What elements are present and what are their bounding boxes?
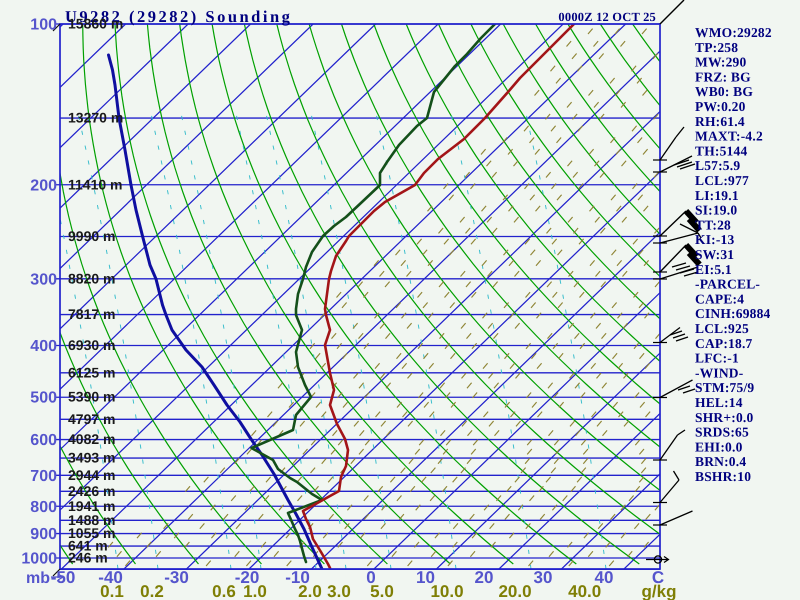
- svg-text:1055 m: 1055 m: [68, 525, 115, 541]
- svg-text:500: 500: [30, 390, 57, 407]
- svg-text:C: C: [652, 568, 664, 587]
- svg-text:-20: -20: [235, 568, 260, 587]
- svg-text:100: 100: [30, 17, 57, 34]
- svg-text:8820 m: 8820 m: [68, 270, 115, 286]
- svg-text:4797 m: 4797 m: [68, 411, 115, 427]
- svg-text:PW:0.20: PW:0.20: [695, 99, 746, 114]
- svg-text:641 m: 641 m: [68, 538, 108, 554]
- svg-text:5.0: 5.0: [370, 582, 394, 600]
- svg-text:g/kg: g/kg: [642, 582, 677, 600]
- svg-text:0.1: 0.1: [100, 582, 124, 600]
- svg-text:1941 m: 1941 m: [68, 498, 115, 514]
- svg-text:2944 m: 2944 m: [68, 467, 115, 483]
- svg-text:10.0: 10.0: [430, 582, 463, 600]
- svg-text:CAP:18.7: CAP:18.7: [695, 336, 753, 351]
- svg-text:400: 400: [30, 338, 57, 355]
- svg-text:HEL:14: HEL:14: [695, 395, 743, 410]
- svg-text:-PARCEL-: -PARCEL-: [695, 277, 760, 292]
- svg-text:10: 10: [416, 568, 435, 587]
- svg-text:1.0: 1.0: [243, 582, 267, 600]
- svg-text:STM:75/9: STM:75/9: [695, 380, 754, 395]
- svg-text:WB0: BG: WB0: BG: [695, 84, 753, 99]
- svg-text:-WIND-: -WIND-: [695, 365, 743, 380]
- svg-text:WMO:29282: WMO:29282: [695, 25, 772, 40]
- svg-text:0: 0: [366, 568, 375, 587]
- svg-text:800: 800: [30, 499, 57, 516]
- svg-text:7817 m: 7817 m: [68, 306, 115, 322]
- svg-text:20.0: 20.0: [498, 582, 531, 600]
- svg-text:KI:-13: KI:-13: [695, 232, 734, 247]
- svg-text:L57:5.9: L57:5.9: [695, 158, 740, 173]
- svg-text:9990 m: 9990 m: [68, 228, 115, 244]
- svg-text:MW:290: MW:290: [695, 55, 746, 70]
- svg-text:SI:19.0: SI:19.0: [695, 203, 737, 218]
- svg-text:BRN:0.4: BRN:0.4: [695, 454, 746, 469]
- svg-text:TT:28: TT:28: [695, 217, 731, 232]
- svg-text:40.0: 40.0: [568, 582, 601, 600]
- svg-text:13270 m: 13270 m: [68, 110, 123, 126]
- svg-text:246 m: 246 m: [68, 550, 108, 566]
- svg-text:LFC:-1: LFC:-1: [695, 351, 739, 366]
- svg-text:6125 m: 6125 m: [68, 364, 115, 380]
- svg-text:-40: -40: [98, 568, 123, 587]
- svg-text:30: 30: [534, 568, 553, 587]
- svg-text:EHI:0.0: EHI:0.0: [695, 439, 743, 454]
- svg-text:mb: mb: [26, 570, 50, 587]
- svg-text:SW:31: SW:31: [695, 247, 734, 262]
- svg-text:-30: -30: [164, 568, 189, 587]
- svg-text:3.0: 3.0: [327, 582, 351, 600]
- svg-text:5390 m: 5390 m: [68, 389, 115, 405]
- svg-text:EI:5.1: EI:5.1: [695, 262, 732, 277]
- svg-text:2426 m: 2426 m: [68, 483, 115, 499]
- svg-text:TH:5144: TH:5144: [695, 143, 747, 158]
- svg-text:RH:61.4: RH:61.4: [695, 114, 745, 129]
- svg-text:0.6: 0.6: [212, 582, 236, 600]
- svg-text:20: 20: [475, 568, 494, 587]
- svg-text:200: 200: [30, 177, 57, 194]
- svg-text:TP:258: TP:258: [695, 40, 738, 55]
- svg-text:LCL:977: LCL:977: [695, 173, 749, 188]
- svg-text:1000: 1000: [21, 551, 57, 568]
- svg-text:2.0: 2.0: [298, 582, 322, 600]
- svg-text:900: 900: [30, 526, 57, 543]
- svg-text:CAPE:4: CAPE:4: [695, 291, 744, 306]
- svg-text:CINH:69884: CINH:69884: [695, 306, 771, 321]
- svg-text:0.2: 0.2: [140, 582, 164, 600]
- svg-text:11410 m: 11410 m: [68, 176, 123, 192]
- svg-text:600: 600: [30, 432, 57, 449]
- svg-text:FRZ: BG: FRZ: BG: [695, 69, 751, 84]
- svg-text:MAXT:-4.2: MAXT:-4.2: [695, 129, 763, 144]
- svg-text:SRDS:65: SRDS:65: [695, 425, 749, 440]
- svg-text:4082 m: 4082 m: [68, 431, 115, 447]
- svg-text:0000Z 12 OCT 25: 0000Z 12 OCT 25: [558, 10, 656, 24]
- svg-text:LI:19.1: LI:19.1: [695, 188, 739, 203]
- svg-text:6930 m: 6930 m: [68, 337, 115, 353]
- svg-text:SHR+:0.0: SHR+:0.0: [695, 410, 753, 425]
- svg-text:U9282 (29282) Sounding: U9282 (29282) Sounding: [65, 7, 292, 26]
- svg-text:LCL:925: LCL:925: [695, 321, 749, 336]
- svg-text:1488 m: 1488 m: [68, 512, 115, 528]
- svg-text:40: 40: [595, 568, 614, 587]
- svg-text:-10: -10: [285, 568, 310, 587]
- svg-text:700: 700: [30, 468, 57, 485]
- svg-text:3493 m: 3493 m: [68, 450, 115, 466]
- svg-text:15860 m: 15860 m: [68, 16, 123, 32]
- svg-text:-50: -50: [51, 568, 76, 587]
- svg-text:BSHR:10: BSHR:10: [695, 469, 751, 484]
- svg-text:300: 300: [30, 271, 57, 288]
